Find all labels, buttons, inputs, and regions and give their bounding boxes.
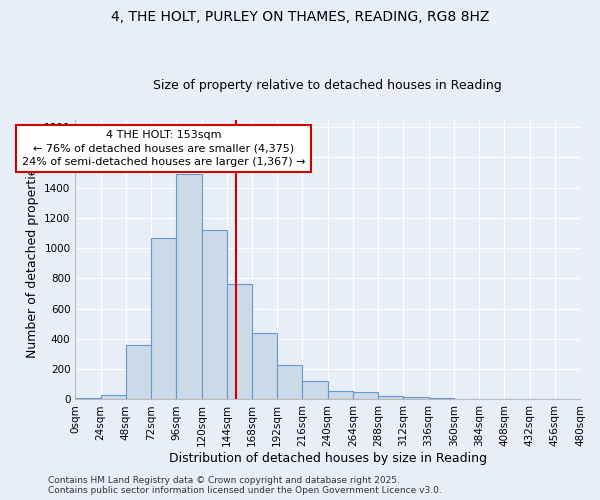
X-axis label: Distribution of detached houses by size in Reading: Distribution of detached houses by size … — [169, 452, 487, 465]
Bar — [252, 333, 277, 400]
Text: Contains HM Land Registry data © Crown copyright and database right 2025.
Contai: Contains HM Land Registry data © Crown c… — [48, 476, 442, 495]
Text: 4 THE HOLT: 153sqm
← 76% of detached houses are smaller (4,375)
24% of semi-deta: 4 THE HOLT: 153sqm ← 76% of detached hou… — [22, 130, 305, 166]
Bar — [76, 398, 101, 400]
Bar — [176, 174, 202, 400]
Bar — [227, 284, 252, 400]
Text: 4, THE HOLT, PURLEY ON THAMES, READING, RG8 8HZ: 4, THE HOLT, PURLEY ON THAMES, READING, … — [111, 10, 489, 24]
Bar — [302, 382, 328, 400]
Bar — [101, 395, 126, 400]
Bar — [277, 364, 302, 400]
Title: Size of property relative to detached houses in Reading: Size of property relative to detached ho… — [154, 79, 502, 92]
Bar — [202, 230, 227, 400]
Bar — [403, 397, 428, 400]
Bar — [454, 398, 479, 400]
Bar — [126, 345, 151, 400]
Bar — [378, 396, 403, 400]
Bar — [328, 390, 353, 400]
Bar — [151, 238, 176, 400]
Bar — [353, 392, 378, 400]
Y-axis label: Number of detached properties: Number of detached properties — [26, 161, 39, 358]
Bar — [428, 398, 454, 400]
